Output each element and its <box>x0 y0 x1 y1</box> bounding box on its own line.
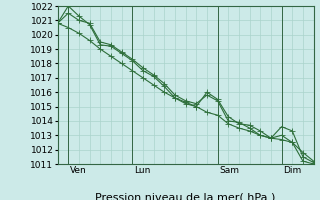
Text: Pression niveau de la mer( hPa ): Pression niveau de la mer( hPa ) <box>95 192 276 200</box>
Text: Ven: Ven <box>70 166 87 175</box>
Text: Dim: Dim <box>283 166 301 175</box>
Text: Sam: Sam <box>219 166 239 175</box>
Text: Lun: Lun <box>134 166 150 175</box>
